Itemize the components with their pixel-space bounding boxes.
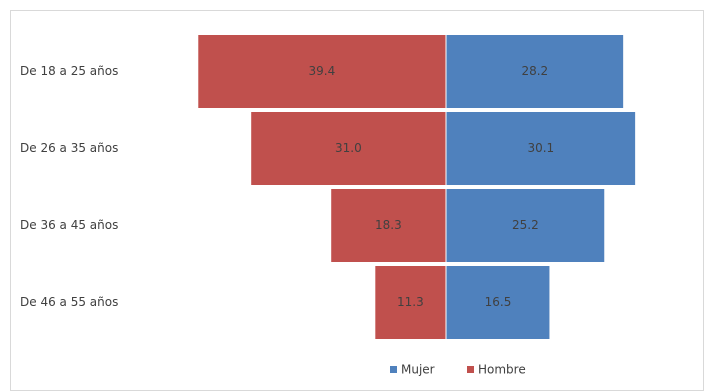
- bar: [445, 111, 637, 186]
- bar: [374, 265, 447, 340]
- bar: [250, 111, 447, 186]
- value-label: 16.5: [485, 295, 512, 309]
- value-label: 25.2: [512, 218, 539, 232]
- bar: [330, 188, 447, 263]
- legend-swatch: [390, 366, 397, 373]
- value-label: 31.0: [335, 141, 362, 155]
- category-label: De 26 a 35 años: [20, 141, 118, 155]
- value-label: 39.4: [309, 64, 336, 78]
- bar: [445, 34, 625, 109]
- bar: [197, 34, 447, 109]
- value-label: 11.3: [397, 295, 424, 309]
- value-label: 28.2: [521, 64, 548, 78]
- legend-label: Mujer: [401, 363, 435, 377]
- category-label: De 36 a 45 años: [20, 218, 118, 232]
- value-label: 30.1: [527, 141, 554, 155]
- category-label: De 46 a 55 años: [20, 295, 118, 309]
- legend-swatch: [467, 366, 474, 373]
- legend-label: Hombre: [478, 363, 526, 377]
- category-label: De 18 a 25 años: [20, 64, 118, 78]
- value-label: 18.3: [375, 218, 402, 232]
- bar: [445, 188, 606, 263]
